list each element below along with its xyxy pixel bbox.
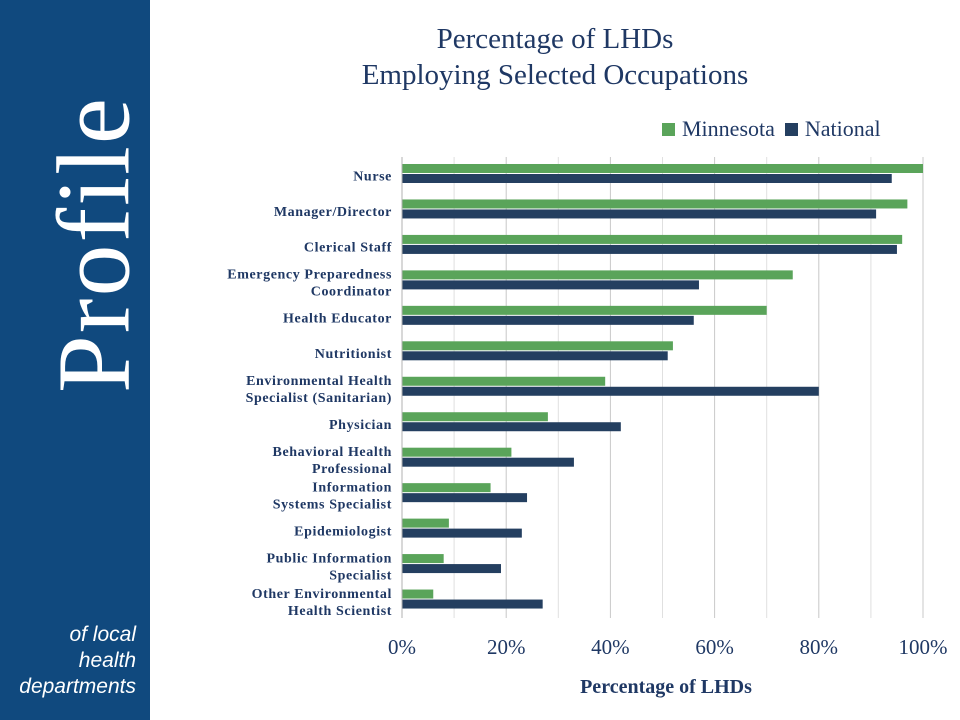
bar-national-2: [402, 244, 897, 254]
chart-title-line-1: Percentage of LHDs: [436, 23, 674, 55]
bar-national-4: [402, 315, 694, 325]
bar-national-12: [402, 599, 543, 609]
category-label: Physician: [329, 418, 392, 433]
bar-national-5: [402, 351, 668, 361]
x-tick-label: 20%: [487, 635, 526, 659]
category-label: Public Information: [266, 551, 392, 566]
x-tick-label: 80%: [800, 635, 839, 659]
tagline-line-3: departments: [19, 675, 136, 698]
category-label: Health Educator: [283, 312, 392, 327]
category-label: Coordinator: [311, 285, 392, 300]
category-label: Information: [312, 480, 392, 495]
category-label: Systems Specialist: [273, 497, 392, 512]
chart-legend: Minnesota National: [662, 116, 891, 142]
category-label: Other Environmental: [252, 587, 392, 602]
bar-minnesota-7: [402, 412, 548, 422]
category-label: Specialist: [329, 568, 392, 583]
x-tick-label: 100%: [899, 635, 948, 659]
bar-minnesota-5: [402, 341, 673, 351]
bar-national-6: [402, 386, 819, 396]
bar-minnesota-6: [402, 376, 606, 386]
sidebar-panel: Profile of local health departments: [0, 0, 150, 720]
x-tick-label: 40%: [591, 635, 630, 659]
bar-minnesota-12: [402, 589, 434, 599]
bar-national-1: [402, 209, 877, 219]
bar-minnesota-11: [402, 554, 444, 564]
legend-label-national: National: [804, 116, 881, 141]
bar-minnesota-9: [402, 483, 491, 493]
bar-national-7: [402, 422, 621, 432]
tagline-line-2: health: [78, 649, 136, 672]
legend-swatch-national: [784, 122, 798, 136]
x-axis-label: Percentage of LHDs: [580, 676, 752, 698]
bar-national-3: [402, 280, 699, 290]
legend-swatch-minnesota: [662, 122, 675, 136]
category-label: Manager/Director: [274, 205, 392, 220]
bar-national-9: [402, 493, 528, 503]
category-label: Nurse: [353, 170, 392, 185]
x-tick-label: 60%: [695, 635, 734, 659]
bar-national-10: [402, 528, 522, 538]
bar-national-0: [402, 174, 892, 183]
bar-minnesota-0: [402, 164, 923, 173]
legend-label-minnesota: Minnesota: [682, 116, 775, 141]
category-label: Behavioral Health: [273, 445, 392, 460]
bar-minnesota-8: [402, 447, 512, 457]
category-label: Environmental Health: [246, 374, 392, 389]
category-label: Clerical Staff: [304, 241, 392, 256]
sidebar-tagline: of local health departments: [19, 622, 136, 700]
bar-minnesota-3: [402, 270, 793, 280]
category-label: Professional: [312, 462, 392, 477]
x-tick-label: 0%: [388, 635, 416, 659]
bar-minnesota-4: [402, 305, 767, 315]
category-label: Epidemiologist: [294, 524, 392, 539]
bar-minnesota-1: [402, 199, 908, 209]
category-label: Health Scientist: [288, 604, 392, 619]
bar-minnesota-2: [402, 234, 903, 244]
category-label: Emergency Preparedness: [227, 268, 392, 283]
bar-minnesota-10: [402, 518, 449, 528]
category-label: Nutritionist: [315, 347, 392, 362]
tagline-line-1: of local: [69, 623, 136, 646]
category-label: Specialist (Sanitarian): [246, 391, 392, 406]
bar-national-8: [402, 457, 574, 467]
bar-national-11: [402, 564, 501, 574]
chart-title-line-2: Employing Selected Occupations: [361, 59, 749, 91]
